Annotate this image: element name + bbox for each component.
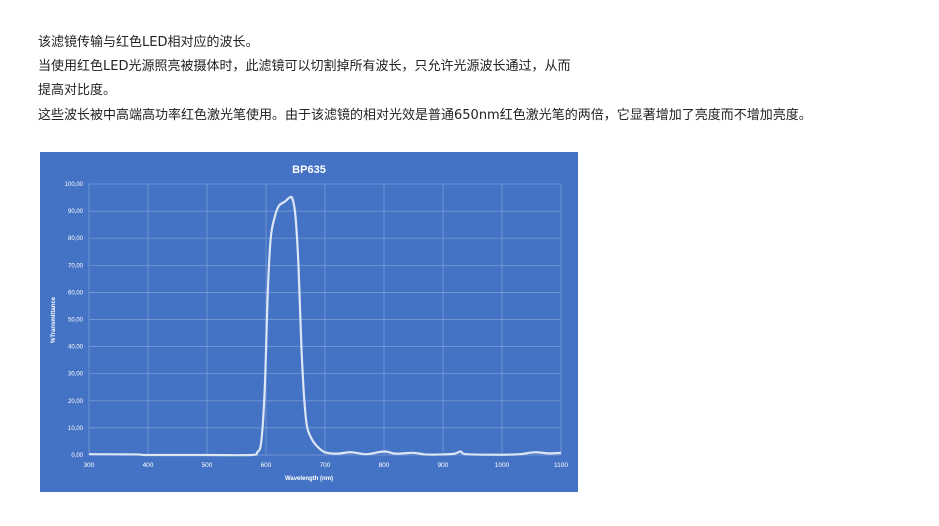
- paragraph-1: 该滤镜传输与红色LED相对应的波长。: [38, 35, 259, 50]
- y-tick-label: 80,00: [68, 236, 84, 242]
- x-tick-label: 1100: [554, 462, 568, 469]
- y-tick-label: 20,00: [68, 399, 84, 405]
- y-tick-label: 0,00: [71, 453, 83, 459]
- y-tick-label: 50,00: [68, 318, 84, 324]
- x-tick-label: 700: [320, 462, 331, 469]
- y-tick-label: 90,00: [68, 209, 84, 215]
- paragraph-4: 这些波长被中高端高功率红色激光笔使用。由于该滤镜的相对光效是普通650nm红色激…: [38, 108, 812, 123]
- x-axis-label: Wavelength (nm): [285, 476, 333, 482]
- y-tick-label: 60,00: [68, 290, 84, 296]
- x-tick-label: 400: [143, 462, 154, 469]
- chart-title: BP635: [292, 164, 326, 176]
- y-tick-label: 70,00: [68, 263, 84, 269]
- x-tick-label: 900: [438, 462, 449, 469]
- x-tick-label: 1000: [495, 462, 510, 469]
- x-tick-label: 500: [202, 462, 213, 469]
- transmittance-line: [88, 195, 562, 457]
- y-tick-label: 10,00: [68, 426, 84, 432]
- x-tick-label: 300: [84, 462, 95, 469]
- x-tick-label: 800: [379, 462, 390, 469]
- paragraph-3: 提高对比度。: [38, 83, 117, 98]
- y-axis-label: %Transmittance: [51, 296, 57, 343]
- y-tick-label: 100,00: [65, 182, 84, 188]
- y-tick-label: 30,00: [68, 372, 84, 378]
- paragraph-2: 当使用红色LED光源照亮被摄体时，此滤镜可以切割掉所有波长，只允许光源波长通过，…: [38, 59, 571, 74]
- chart-background: [40, 152, 578, 492]
- transmittance-chart: 300 400 500 600 700 800 900 1000 1100 0,00 10,00 20…: [40, 152, 578, 492]
- y-tick-label: 40,00: [68, 345, 84, 351]
- x-tick-label: 600: [261, 462, 272, 469]
